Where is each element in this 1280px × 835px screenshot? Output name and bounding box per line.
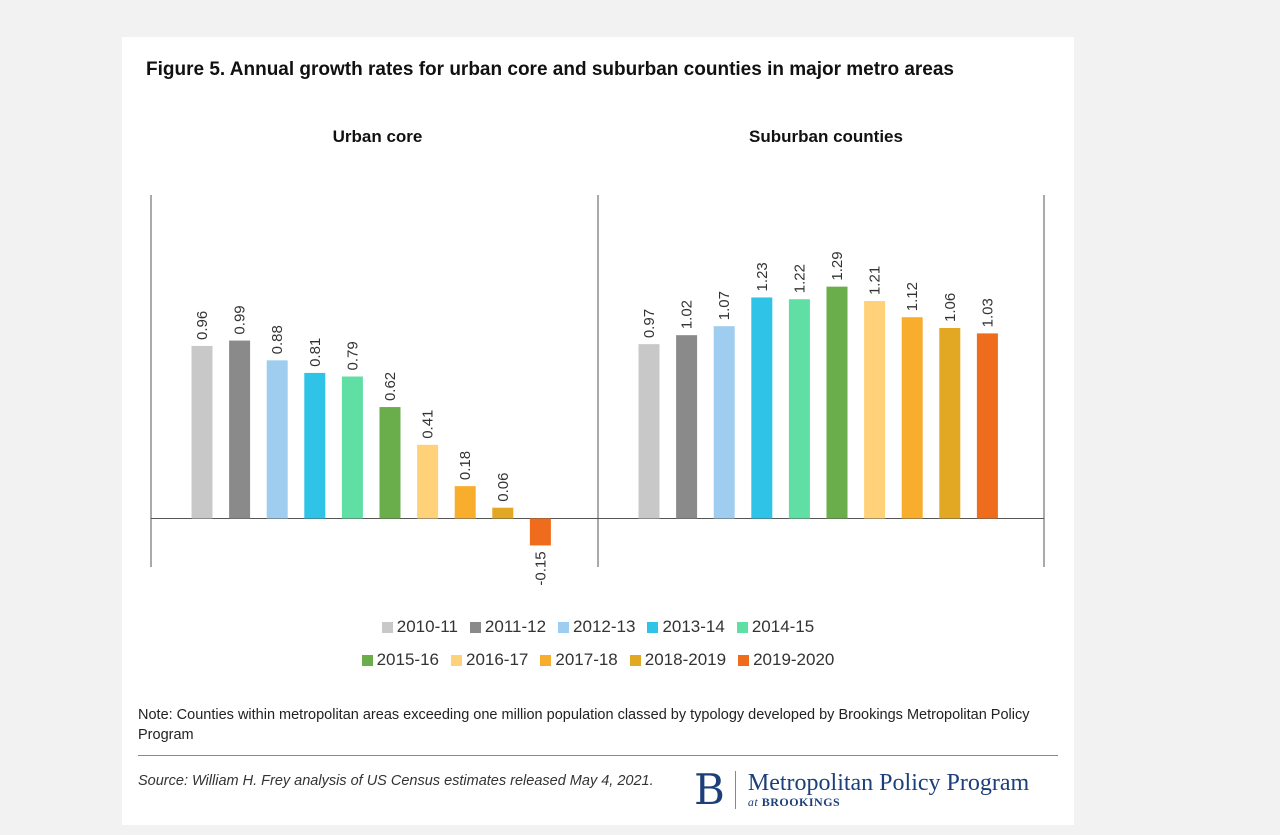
data-label: 0.99 [232, 305, 249, 334]
data-label: 1.06 [942, 293, 959, 322]
data-label: 1.21 [867, 266, 884, 295]
legend-item-2017-18: 2017-18 [540, 650, 618, 670]
legend-swatch [361, 654, 373, 666]
figure-title: Figure 5. Annual growth rates for urban … [146, 59, 955, 80]
logo-subtitle: at BROOKINGS [748, 795, 1029, 810]
legend-swatch [647, 621, 659, 633]
legend-label: 2010-11 [396, 617, 458, 636]
bar-2016-17 [864, 301, 886, 519]
legend-swatch [558, 621, 570, 633]
logo-name: Metropolitan Policy Program [747, 769, 1030, 796]
legend-label: 2015-16 [376, 650, 439, 669]
legend-swatch [469, 621, 481, 633]
bar-2013-14 [304, 372, 326, 519]
data-label: 0.18 [457, 451, 474, 480]
legend-label: 2012-13 [573, 617, 636, 636]
divider-line [138, 755, 1058, 756]
legend-item-2011-12: 2011-12 [469, 617, 547, 637]
bar-2011-12 [676, 335, 698, 519]
data-label: 1.29 [829, 251, 846, 280]
data-label: 0.06 [495, 472, 512, 501]
data-label: 1.02 [679, 300, 696, 329]
data-label: 1.03 [979, 298, 996, 327]
legend-label: 2014-15 [751, 617, 815, 636]
data-label: 0.81 [307, 338, 324, 367]
bar-2014-15 [341, 376, 363, 519]
bar-2017-18 [901, 317, 923, 519]
legend-swatch [629, 654, 641, 666]
logo-sub-at: at [747, 794, 759, 809]
data-label: 1.23 [754, 262, 771, 291]
bar-2011-12 [229, 340, 251, 519]
source-text: Source: William H. Frey analysis of US C… [138, 773, 654, 789]
legend-swatch [738, 654, 750, 666]
data-label: -0.15 [532, 551, 549, 585]
logo-separator [734, 771, 736, 809]
data-label: 0.88 [269, 325, 286, 354]
bar-2018-2019 [939, 327, 961, 519]
legend-row: 2010-11 2011-12 2012-13 2013-14 2014-15 [122, 617, 1074, 637]
panel-title: Suburban counties [749, 127, 903, 146]
legend-item-2014-15: 2014-15 [736, 617, 815, 637]
data-label: 0.96 [194, 311, 211, 340]
bar-2019-2020 [529, 518, 551, 546]
bar-2017-18 [454, 486, 476, 519]
bar-2012-13 [713, 326, 735, 519]
bar-2016-17 [417, 444, 439, 519]
legend-item-2013-14: 2013-14 [647, 617, 725, 637]
panel-urban-core: Urban core 0.96 0.99 0.88 0.81 0.79 0.62 0.41 0.… [191, 127, 551, 586]
logo-sub-org: BROOKINGS [761, 794, 841, 809]
bar-2012-13 [266, 360, 288, 519]
panel-suburban-counties: Suburban counties 0.97 1.02 1.07 1.23 1.22 1.2… [638, 127, 998, 519]
data-label: 1.07 [716, 291, 733, 320]
logo-text: Metropolitan Policy Program at BROOKINGS [748, 771, 1029, 810]
brookings-logo: B Metropolitan Policy Program at BROOKIN… [694, 767, 1064, 813]
legend-row: 2015-16 2016-17 2017-18 2018-2019 2019-2020 [122, 650, 1074, 670]
data-label: 1.22 [791, 264, 808, 293]
panel-title: Urban core [333, 127, 423, 146]
data-label: 0.62 [382, 372, 399, 401]
legend-label: 2013-14 [662, 617, 725, 636]
bar-2010-11 [191, 345, 213, 519]
bar-chart: Urban core 0.96 0.99 0.88 0.81 0.79 0.62 0.41 0.… [150, 127, 1045, 586]
bar-2018-2019 [492, 507, 514, 519]
legend-label: 2018-2019 [644, 650, 727, 669]
legend: 2010-11 2011-12 2012-13 2013-14 2014-15 2015-… [122, 617, 1074, 683]
legend-label: 2011-12 [484, 617, 547, 636]
data-label: 0.79 [344, 341, 361, 370]
legend-label: 2016-17 [465, 650, 529, 669]
legend-swatch [540, 654, 552, 666]
legend-item-2012-13: 2012-13 [558, 617, 635, 637]
bar-2010-11 [638, 344, 660, 519]
figure-card: Figure 5. Annual growth rates for urban … [122, 37, 1074, 825]
legend-item-2019-2020: 2019-2020 [738, 650, 834, 670]
legend-swatch [450, 654, 462, 666]
data-label: 0.41 [420, 410, 437, 439]
bar-2019-2020 [976, 333, 998, 519]
bar-2015-16 [379, 407, 401, 519]
legend-swatch [381, 621, 393, 633]
note-text: Note: Counties within metropolitan areas… [138, 707, 1030, 743]
legend-item-2018-2019: 2018-2019 [629, 650, 727, 670]
legend-item-2010-11: 2010-11 [381, 617, 458, 637]
legend-label: 2019-2020 [753, 650, 835, 669]
legend-label: 2017-18 [555, 650, 618, 669]
bar-2013-14 [751, 297, 773, 519]
legend-item-2015-16: 2015-16 [361, 650, 439, 670]
logo-mark: B [694, 765, 725, 814]
data-label: 1.12 [904, 282, 921, 311]
bar-2015-16 [826, 286, 848, 519]
legend-swatch [736, 621, 748, 633]
data-label: 0.97 [641, 309, 658, 338]
legend-item-2016-17: 2016-17 [450, 650, 529, 670]
bar-2014-15 [788, 299, 810, 519]
